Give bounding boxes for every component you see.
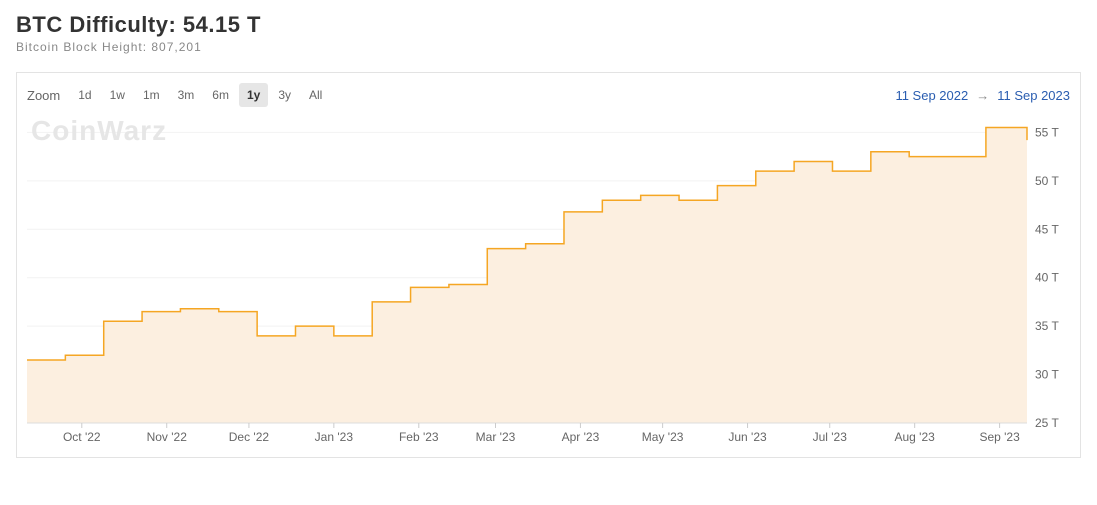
zoom-6m[interactable]: 6m: [204, 83, 237, 107]
zoom-3y[interactable]: 3y: [270, 83, 299, 107]
y-tick-label: 45 T: [1035, 222, 1059, 236]
y-tick-label: 50 T: [1035, 174, 1059, 188]
zoom-buttons: 1d1w1m3m6m1y3yAll: [70, 83, 330, 107]
x-tick-label: Feb '23: [399, 430, 439, 444]
zoom-1m[interactable]: 1m: [135, 83, 168, 107]
y-tick-label: 25 T: [1035, 416, 1059, 430]
zoom-group: Zoom 1d1w1m3m6m1y3yAll: [27, 83, 330, 107]
chart-container: Zoom 1d1w1m3m6m1y3yAll 11 Sep 2022 → 11 …: [16, 72, 1081, 458]
difficulty-chart[interactable]: 25 T 30 T 35 T 40 T 45 T 50 T 55 T Oct '22 Nov '…: [27, 113, 1075, 451]
range-arrow-icon: →: [976, 88, 989, 103]
y-tick-label: 35 T: [1035, 319, 1059, 333]
date-range: 11 Sep 2022 → 11 Sep 2023: [895, 88, 1070, 103]
x-tick-label: Mar '23: [476, 430, 516, 444]
series-area: [27, 128, 1027, 423]
zoom-1d[interactable]: 1d: [70, 83, 99, 107]
y-tick-label: 55 T: [1035, 125, 1059, 139]
x-tick-label: Apr '23: [562, 430, 600, 444]
x-tick-label: Sep '23: [979, 430, 1020, 444]
x-tick-label: Jan '23: [315, 430, 354, 444]
zoom-all[interactable]: All: [301, 83, 330, 107]
x-tick-label: Nov '22: [147, 430, 188, 444]
x-tick-label: Jun '23: [728, 430, 767, 444]
x-tick-label: Jul '23: [813, 430, 848, 444]
range-to[interactable]: 11 Sep 2023: [997, 88, 1070, 103]
y-tick-label: 40 T: [1035, 271, 1059, 285]
page-title: BTC Difficulty: 54.15 T: [16, 12, 1081, 38]
x-tick-label: Oct '22: [63, 430, 101, 444]
y-tick-label: 30 T: [1035, 368, 1059, 382]
page-subtitle: Bitcoin Block Height: 807,201: [16, 40, 1081, 54]
chart-area: CoinWarz 25 T30 T35 T40 T45 T50 T55 TOct…: [27, 113, 1070, 453]
zoom-3m[interactable]: 3m: [170, 83, 203, 107]
x-tick-label: May '23: [642, 430, 684, 444]
chart-controls: Zoom 1d1w1m3m6m1y3yAll 11 Sep 2022 → 11 …: [27, 83, 1070, 107]
range-from[interactable]: 11 Sep 2022: [895, 88, 968, 103]
zoom-1w[interactable]: 1w: [102, 83, 133, 107]
x-tick-label: Aug '23: [895, 430, 936, 444]
x-tick-label: Dec '22: [229, 430, 270, 444]
zoom-1y[interactable]: 1y: [239, 83, 268, 107]
zoom-label: Zoom: [27, 88, 60, 103]
